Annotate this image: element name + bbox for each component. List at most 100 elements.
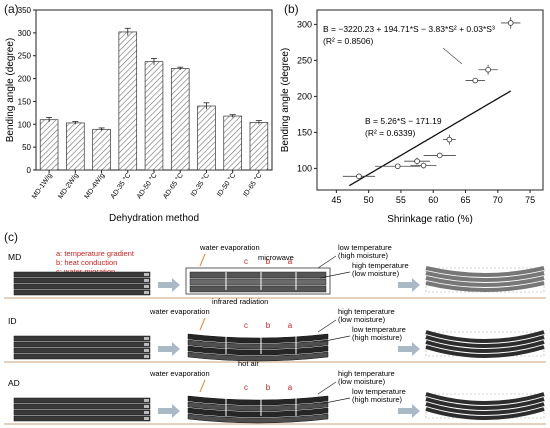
x-axis-label: Dehydration method [109,213,199,224]
slab-edge [144,273,149,276]
x-tick-label: AD-65 °C [161,172,185,201]
pointer-line [319,271,351,279]
slab-edge [144,417,149,420]
evaporation-arrow [199,317,206,331]
slab-edge [144,285,149,288]
data-point [472,77,479,84]
evaporation-arrow [199,253,206,267]
bar [92,128,111,171]
core-condition-label: high temperature [352,261,409,270]
slab-layer [13,289,151,296]
y-tick-label: 150 [297,127,312,137]
water-evaporation-label: water evaporation [149,369,210,378]
panel-c-label: (c) [4,230,18,244]
bent-layer [425,340,545,353]
y-tick-label: 300 [18,29,32,38]
process-arrow [398,342,420,356]
gradient-label: a [288,321,293,330]
bent-layer [425,407,545,420]
y-tick-label: 200 [18,75,32,84]
bar [39,119,59,171]
panel-a-label: (a) [4,2,19,16]
drying-layer [189,271,327,279]
core-condition-label: low temperature [352,325,406,334]
gradient-label: b [266,321,271,330]
y-axis-label: Bending angle (degree) [280,48,291,153]
drying-layer [189,278,327,286]
surface-condition-label: (low moisture) [338,315,386,324]
cubic-fit-r2: (R² = 0.8506) [323,36,373,46]
row-label: MD [8,252,21,262]
data-point [446,136,453,143]
bar [170,68,190,171]
x-tick-label: 45 [331,195,341,205]
gradient-label: c [244,321,248,330]
slab-edge [144,291,149,294]
bent-layer [425,345,545,358]
y-tick-label: 350 [18,6,32,15]
slab-layer [13,353,151,360]
slab-layer [13,341,151,348]
core-condition-label: (low moisture) [352,269,400,278]
surface-condition-label: (high moisture) [338,251,389,260]
surface-condition-label: low temperature [338,243,392,252]
panel-b-label: (b) [284,2,299,16]
slab-layer [13,335,151,342]
slab-layer [13,403,151,410]
bar [197,105,216,171]
bar-chart: 0 50 100 150 200 250 300 350 MD-1W/g MD-2W/g MD-4W… [5,6,273,224]
drying-layer [187,413,329,424]
process-arrow [158,404,180,418]
bar [223,115,242,171]
slab-layer [13,409,151,416]
x-tick-label: ID-65 °C [242,172,264,199]
bent-layer [425,266,545,277]
gradient-label: c [244,383,248,392]
slab-edge [144,399,149,402]
scatter-chart: 45 50 55 60 65 70 75 100 150 200 250 300 Shrinkage r… [280,9,544,225]
x-tick-label: 65 [461,195,471,205]
slab-edge [144,337,149,340]
x-tick-label: ID-50 °C [215,172,237,199]
x-tick-label: 75 [525,195,535,205]
slab-layer [13,415,151,422]
row-label: AD [8,378,20,388]
y-tick-label: 250 [297,55,312,65]
x-tick-label: 50 [364,195,374,205]
data-point [356,173,362,180]
pointer-line [317,255,337,269]
process-arrow [398,278,420,292]
drying-layer [189,285,327,293]
x-tick-label: MD-2W/g [57,172,80,200]
slab-layer [13,347,151,354]
bar [249,122,269,171]
process-arrow [398,404,420,418]
slab-edge [144,279,149,282]
drying-layer [187,407,329,418]
y-tick-label: 200 [297,91,312,101]
bar [144,61,164,171]
bar [66,122,85,171]
bent-layer [425,397,545,410]
pointer-line [319,335,351,343]
slab-layer [13,397,151,404]
pointer-line [317,319,337,333]
pointer-line [317,381,337,395]
x-tick-label: AD-50 °C [135,172,159,201]
process-arrow [158,342,180,356]
y-axis-label: Bending angle (degree) [5,38,16,143]
linear-fit-r2: (R² = 0.6339) [365,128,415,138]
plot-frame [316,9,544,191]
drying-layer [187,339,329,350]
drying-layer [187,395,329,406]
bent-layer [425,281,545,292]
x-tick-label: 70 [493,195,503,205]
cubic-fit-equation: B = −3220.23 + 194.71*S − 3.83*S² + 0.03… [323,24,495,34]
legend-item: a: temperature gradient [56,249,135,258]
data-point [414,158,420,165]
y-tick-label: 250 [18,52,32,61]
core-condition-label: (high moisture) [352,333,403,342]
y-tick-label: 100 [18,120,32,129]
data-point [507,20,514,26]
